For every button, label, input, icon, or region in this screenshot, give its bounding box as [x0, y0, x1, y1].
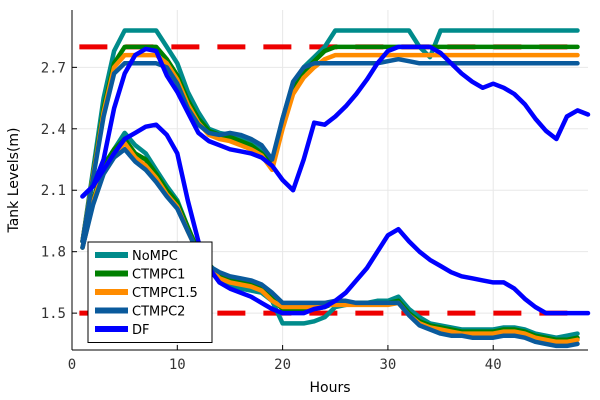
series-df-line-0 [80, 44, 591, 199]
axes [71, 10, 588, 351]
y-tick-label-0: 1.5 [41, 306, 66, 322]
x-tick-label-1: 10 [169, 357, 186, 373]
legend: NoMPC CTMPC1 CTMPC1.5 CTMPC2 DF [87, 241, 213, 343]
x-ticks: 0 10 20 30 40 [68, 345, 502, 373]
series-nompc-line-0 [80, 28, 580, 244]
legend-label-nompc: NoMPC [132, 249, 178, 264]
y-tick-label-1: 1.8 [41, 245, 66, 261]
legend-label-ctmpc2: CTMPC2 [132, 305, 185, 320]
series-df-line-1 [80, 122, 591, 316]
y-tick-label-4: 2.7 [41, 60, 66, 76]
x-tick-label-2: 20 [274, 357, 291, 373]
y-tick-label-2: 2.1 [41, 183, 66, 199]
series-ctmpc1-5-line-0 [80, 52, 580, 244]
legend-label-ctmpc1-5: CTMPC1.5 [132, 286, 198, 301]
y-tick-label-3: 2.4 [41, 122, 66, 138]
y-axis-label: Tank Levels(m) [6, 127, 22, 233]
legend-label-ctmpc1: CTMPC1 [132, 268, 185, 283]
y-ticks: 1.5 1.8 2.1 2.4 2.7 [41, 60, 77, 322]
x-tick-label-0: 0 [68, 357, 76, 373]
series-ctmpc1-line-0 [80, 44, 580, 244]
x-tick-label-4: 40 [485, 357, 502, 373]
series-lines [80, 28, 591, 349]
x-axis-label: Hours [309, 380, 350, 396]
x-tick-label-3: 30 [379, 357, 396, 373]
legend-label-df: DF [132, 323, 150, 338]
